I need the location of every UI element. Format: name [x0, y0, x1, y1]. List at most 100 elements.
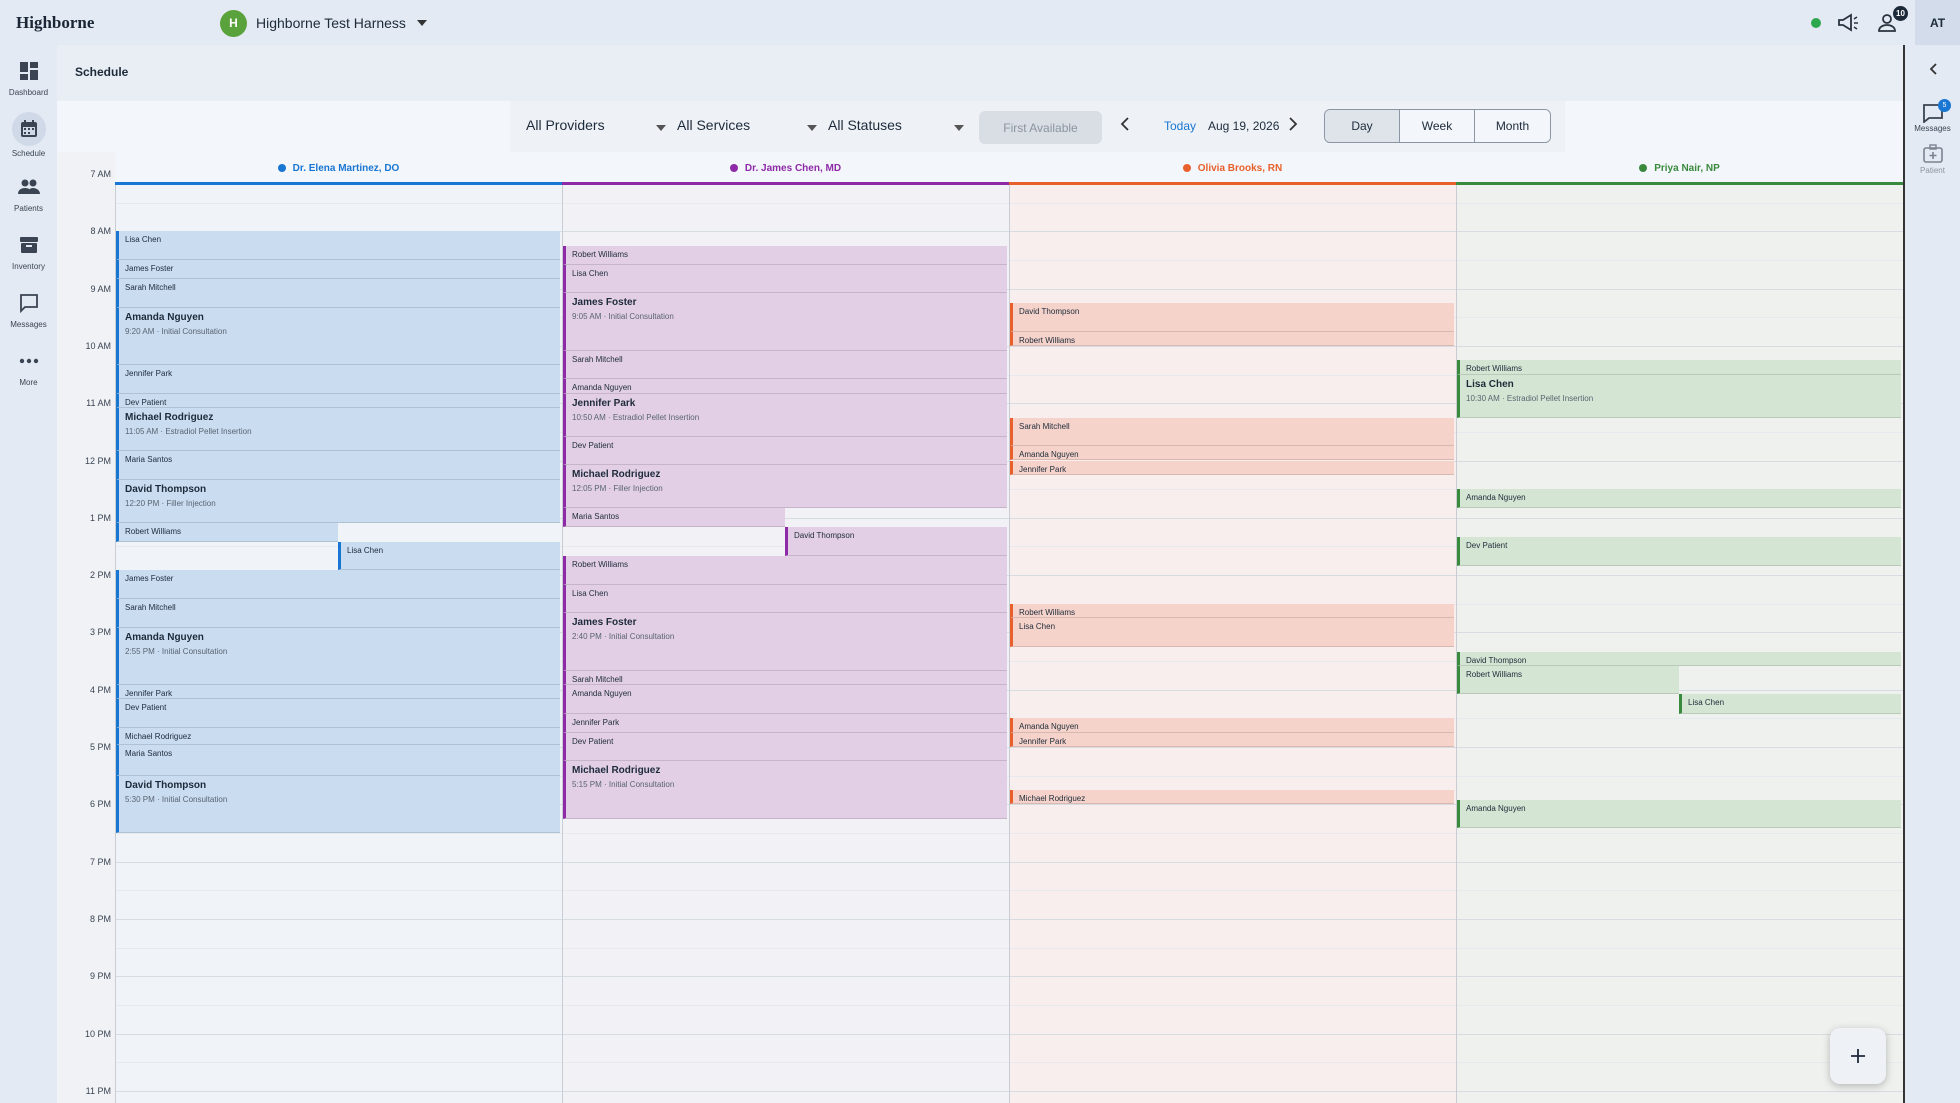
appointment-block[interactable]: Robert Williams: [1010, 331, 1454, 346]
appointment-block[interactable]: Amanda Nguyen: [563, 379, 1007, 394]
people-icon: [15, 173, 43, 201]
appointment-patient-name: Michael Rodriguez: [572, 469, 661, 481]
appointment-block[interactable]: Jennifer Park: [116, 684, 560, 700]
appointment-block[interactable]: Sarah Mitchell: [1010, 417, 1454, 447]
nav-schedule[interactable]: Schedule: [0, 112, 57, 171]
appointment-patient-name: Amanda Nguyen: [1019, 450, 1079, 460]
provider-color-dot: [277, 164, 286, 172]
appointment-block[interactable]: Lisa Chen: [563, 584, 1007, 614]
nav-label: Schedule: [11, 149, 46, 158]
appointment-block[interactable]: Michael Rodriguez 12:05 PM · Filler Injec…: [563, 465, 1007, 509]
appointment-block[interactable]: Dev Patient: [563, 732, 1007, 762]
provider-header[interactable]: Olivia Brooks, RN: [1009, 152, 1456, 184]
services-dropdown[interactable]: All Services: [677, 117, 817, 133]
appointment-block[interactable]: Jennifer Park: [1010, 732, 1454, 747]
nav-messages[interactable]: Messages: [0, 289, 57, 345]
appointment-block[interactable]: Jennifer Park 10:50 AM · Estradiol Pellet…: [563, 393, 1007, 437]
announcement-button[interactable]: [1835, 10, 1861, 36]
appointment-block[interactable]: James Foster 9:05 AM · Initial Consultati…: [563, 293, 1007, 351]
services-dropdown-value: All Services: [677, 117, 751, 133]
appointment-block[interactable]: Sarah Mitchell: [563, 350, 1007, 380]
statuses-dropdown[interactable]: All Statuses: [828, 117, 964, 133]
appointment-block[interactable]: Lisa Chen: [1010, 618, 1454, 647]
appointment-block[interactable]: Robert Williams: [1010, 603, 1454, 619]
appointment-block[interactable]: Sarah Mitchell: [116, 279, 560, 308]
org-switcher[interactable]: H Highborne Test Harness: [220, 9, 427, 37]
previous-day-button[interactable]: [1120, 115, 1129, 136]
appointment-block[interactable]: James Foster 2:40 PM · Initial Consultati…: [563, 613, 1007, 671]
appointment-block[interactable]: Robert Williams: [563, 556, 1007, 585]
appointment-block[interactable]: Lisa Chen: [1679, 694, 1901, 714]
appointment-time-service: 2:40 PM · Initial Consultation: [572, 632, 675, 642]
appointment-block[interactable]: Michael Rodriguez: [1010, 789, 1454, 805]
appointment-block[interactable]: Michael Rodriguez 5:15 PM · Initial Consu…: [563, 761, 1007, 819]
nav-dashboard[interactable]: Dashboard: [0, 57, 57, 113]
provider-header[interactable]: Dr. Elena Martinez, DO: [115, 152, 562, 184]
view-month-button[interactable]: Month: [1475, 110, 1550, 142]
appointment-block[interactable]: Lisa Chen: [563, 264, 1007, 294]
staff-notifications-button[interactable]: 10: [1875, 5, 1908, 36]
appointment-block[interactable]: Michael Rodriguez: [116, 727, 560, 746]
appointment-block[interactable]: Amanda Nguyen: [1010, 718, 1454, 733]
appointment-block[interactable]: Sarah Mitchell: [563, 670, 1007, 685]
appointment-block[interactable]: David Thompson: [1457, 651, 1901, 666]
appointment-block[interactable]: Robert Williams: [1457, 665, 1679, 695]
appointment-block[interactable]: James Foster: [116, 259, 560, 280]
nav-label: Dashboard: [8, 88, 49, 97]
appointment-block[interactable]: Robert Williams: [116, 522, 338, 542]
view-day-button[interactable]: Day: [1325, 110, 1400, 142]
appointment-block[interactable]: Maria Santos: [563, 508, 785, 528]
panel-messages-button[interactable]: 5 Messages: [1905, 99, 1960, 133]
panel-patient-button[interactable]: Patient: [1905, 143, 1960, 175]
appointment-block[interactable]: Amanda Nguyen 2:55 PM · Initial Consultat…: [116, 627, 560, 685]
collapse-panel-button[interactable]: [1929, 62, 1937, 79]
appointment-block[interactable]: David Thompson 12:20 PM · Filler Injectio…: [116, 479, 560, 523]
appointment-block[interactable]: Amanda Nguyen: [563, 684, 1007, 714]
provider-header[interactable]: Priya Nair, NP: [1456, 152, 1903, 184]
appointment-block[interactable]: David Thompson: [1010, 302, 1454, 332]
notification-badge: 10: [1893, 5, 1908, 21]
nav-inventory[interactable]: Inventory: [0, 231, 57, 287]
appointment-block[interactable]: Jennifer Park: [1010, 460, 1454, 475]
appointment-block[interactable]: Dev Patient: [116, 393, 560, 408]
appointment-block[interactable]: Amanda Nguyen: [1010, 446, 1454, 461]
appointment-block[interactable]: Dev Patient: [116, 699, 560, 728]
column-divider: [562, 185, 563, 1103]
app-logo[interactable]: Highborne: [16, 13, 95, 32]
appointment-block[interactable]: James Foster: [116, 570, 560, 599]
appointment-block[interactable]: Dev Patient: [1457, 536, 1901, 566]
appointment-block[interactable]: Robert Williams: [1457, 360, 1901, 375]
today-button[interactable]: Today: [1164, 119, 1197, 133]
appointment-block[interactable]: Michael Rodriguez 11:05 AM · Estradiol Pe…: [116, 407, 560, 451]
appointment-block[interactable]: Lisa Chen: [338, 541, 560, 571]
appointment-block[interactable]: Sarah Mitchell: [116, 598, 560, 628]
appointment-block[interactable]: Maria Santos: [116, 745, 560, 776]
appointment-block[interactable]: Dev Patient: [563, 436, 1007, 466]
appointment-block[interactable]: Jennifer Park: [563, 713, 1007, 733]
appointment-block[interactable]: Amanda Nguyen 9:20 AM · Initial Consultat…: [116, 307, 560, 365]
nav-more[interactable]: More: [0, 347, 57, 403]
add-appointment-button[interactable]: [1830, 1028, 1886, 1084]
org-avatar: H: [220, 9, 247, 37]
appointment-block[interactable]: Lisa Chen 10:30 AM · Estradiol Pellet Ins…: [1457, 374, 1901, 418]
nav-patients[interactable]: Patients: [0, 173, 57, 229]
appointment-patient-name: Sarah Mitchell: [572, 354, 623, 364]
appointment-patient-name: Lisa Chen: [572, 268, 609, 278]
view-week-button[interactable]: Week: [1400, 110, 1475, 142]
appointment-block[interactable]: Jennifer Park: [116, 365, 560, 394]
appointment-block[interactable]: Maria Santos: [116, 450, 560, 480]
first-available-button[interactable]: First Available: [979, 111, 1102, 144]
next-day-button[interactable]: [1289, 115, 1298, 136]
appointment-block[interactable]: David Thompson: [785, 527, 1007, 556]
appointment-block[interactable]: Amanda Nguyen: [1457, 799, 1901, 829]
appointment-time-service: 9:05 AM · Initial Consultation: [572, 312, 674, 322]
appointment-block[interactable]: Lisa Chen: [116, 231, 560, 260]
appointment-block[interactable]: David Thompson 5:30 PM · Initial Consulta…: [116, 775, 560, 833]
user-avatar[interactable]: AT: [1915, 0, 1960, 45]
provider-column[interactable]: [1456, 185, 1903, 1103]
providers-dropdown[interactable]: All Providers: [526, 117, 666, 133]
provider-header[interactable]: Dr. James Chen, MD: [562, 152, 1009, 184]
appointment-patient-name: Lisa Chen: [1466, 378, 1514, 390]
appointment-block[interactable]: Robert Williams: [563, 245, 1007, 265]
appointment-block[interactable]: Amanda Nguyen: [1457, 489, 1901, 509]
